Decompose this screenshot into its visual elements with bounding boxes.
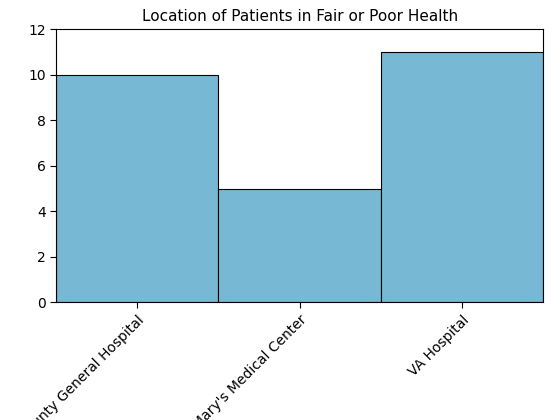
Bar	[381, 52, 543, 302]
Bar	[218, 189, 381, 302]
Title: Location of Patients in Fair or Poor Health: Location of Patients in Fair or Poor Hea…	[142, 9, 458, 24]
Bar	[56, 75, 218, 302]
